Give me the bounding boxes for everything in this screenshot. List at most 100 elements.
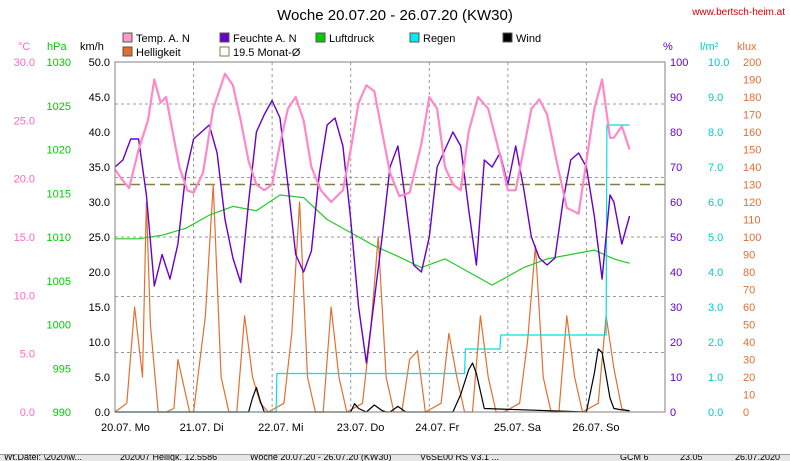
humidity-tick-label: 100 bbox=[670, 57, 688, 69]
legend-swatch bbox=[502, 32, 513, 43]
pressure-axis-unit: hPa bbox=[47, 41, 67, 53]
status-item: 202007 Helligk. 12.5586 bbox=[120, 454, 218, 461]
x-tick-label: 26.07. So bbox=[572, 422, 619, 434]
pressure-tick-label: 995 bbox=[53, 363, 71, 375]
rain-tick-label: 6.0 bbox=[708, 197, 723, 209]
series-layer bbox=[114, 72, 631, 413]
rain-tick-label: 7.0 bbox=[708, 162, 723, 174]
x-tick-label: 25.07. Sa bbox=[494, 422, 542, 434]
legend: Temp. A. N Feuchte A. N Luftdruck Regen Wind… bbox=[122, 32, 541, 59]
chart-title: Woche 20.07.20 - 26.07.20 (KW30) bbox=[277, 7, 513, 24]
series-line bbox=[114, 99, 631, 364]
temp-tick-label: 0.0 bbox=[20, 407, 35, 419]
legend-swatch bbox=[315, 32, 326, 43]
light-tick-label: 50 bbox=[743, 320, 755, 332]
series-line bbox=[114, 183, 630, 413]
light-tick-label: 100 bbox=[743, 232, 761, 244]
series-line bbox=[115, 194, 630, 286]
x-tick-label: 22.07. Mi bbox=[258, 422, 303, 434]
temp-tick-label: 10.0 bbox=[14, 290, 35, 302]
light-tick-label: 80 bbox=[743, 267, 755, 279]
rain-tick-label: 5.0 bbox=[708, 232, 723, 244]
humidity-tick-label: 40 bbox=[670, 267, 682, 279]
pressure-tick-label: 1015 bbox=[47, 188, 71, 200]
light-tick-label: 60 bbox=[743, 302, 755, 314]
pressure-tick-label: 1000 bbox=[47, 320, 71, 332]
series-feuchte-a-n bbox=[114, 99, 631, 364]
temp-axis-unit: °C bbox=[18, 41, 30, 53]
light-tick-label: 170 bbox=[743, 110, 761, 122]
legend-swatch bbox=[122, 32, 133, 43]
series-regen bbox=[115, 124, 630, 413]
series-wind bbox=[115, 348, 630, 413]
wind-tick-label: 0.0 bbox=[95, 407, 110, 419]
legend-label: 19.5 Monat-Ø bbox=[233, 47, 301, 59]
pressure-tick-label: 1020 bbox=[47, 145, 71, 157]
light-axis-unit: klux bbox=[737, 41, 757, 53]
light-tick-label: 30 bbox=[743, 355, 755, 367]
legend-swatch bbox=[219, 46, 230, 57]
wind-axis-unit: km/h bbox=[80, 41, 104, 53]
humidity-tick-label: 90 bbox=[670, 92, 682, 104]
series-line bbox=[114, 72, 631, 215]
status-item: 23.05 bbox=[680, 454, 703, 461]
rain-tick-label: 10.0 bbox=[708, 57, 729, 69]
wind-tick-label: 10.0 bbox=[89, 337, 110, 349]
pressure-tick-label: 1010 bbox=[47, 232, 71, 244]
x-tick-label: 23.07. Do bbox=[337, 422, 385, 434]
status-bar: Wt.Datei: \2020\w... 202007 Helligk. 12.5… bbox=[0, 454, 790, 461]
wind-tick-label: 20.0 bbox=[89, 267, 110, 279]
rain-tick-label: 1.0 bbox=[708, 372, 723, 384]
rain-tick-label: 9.0 bbox=[708, 92, 723, 104]
x-tick-label: 24.07. Fr bbox=[415, 422, 459, 434]
light-tick-label: 20 bbox=[743, 372, 755, 384]
series-helligkeit bbox=[114, 183, 630, 413]
light-tick-label: 120 bbox=[743, 197, 761, 209]
light-tick-label: 0 bbox=[743, 407, 749, 419]
humidity-tick-label: 0 bbox=[670, 407, 676, 419]
legend-swatch bbox=[122, 46, 133, 57]
status-item: Wt.Datei: \2020\w... bbox=[4, 454, 83, 461]
x-axis: 20.07. Mo 21.07. Di 22.07. Mi 23.07. Do 24.0… bbox=[101, 422, 620, 434]
status-item: 26.07.2020 bbox=[735, 454, 781, 461]
rain-tick-label: 0.0 bbox=[708, 407, 723, 419]
rain-axis-unit: l/m² bbox=[700, 41, 719, 53]
legend-label: Wind bbox=[516, 33, 541, 45]
humidity-tick-label: 30 bbox=[670, 302, 682, 314]
light-tick-label: 180 bbox=[743, 92, 761, 104]
series-line bbox=[115, 348, 630, 413]
light-tick-label: 200 bbox=[743, 57, 761, 69]
legend-swatch bbox=[409, 32, 420, 43]
pressure-tick-label: 1005 bbox=[47, 276, 71, 288]
wind-tick-label: 25.0 bbox=[89, 232, 110, 244]
legend-swatch bbox=[219, 32, 230, 43]
x-tick-label: 21.07. Di bbox=[180, 422, 224, 434]
site-url[interactable]: www.bertsch-heim.at bbox=[691, 7, 785, 18]
legend-label: Luftdruck bbox=[329, 33, 375, 45]
humidity-tick-label: 10 bbox=[670, 372, 682, 384]
humidity-tick-label: 80 bbox=[670, 127, 682, 139]
temp-tick-label: 20.0 bbox=[14, 174, 35, 186]
light-tick-label: 160 bbox=[743, 127, 761, 139]
legend-label: Regen bbox=[423, 33, 455, 45]
legend-label: Feuchte A. N bbox=[233, 33, 297, 45]
rain-tick-label: 3.0 bbox=[708, 302, 723, 314]
humidity-tick-label: 60 bbox=[670, 197, 682, 209]
wind-tick-label: 35.0 bbox=[89, 162, 110, 174]
light-tick-label: 70 bbox=[743, 285, 755, 297]
light-tick-label: 10 bbox=[743, 390, 755, 402]
wind-tick-label: 15.0 bbox=[89, 302, 110, 314]
humidity-tick-label: 50 bbox=[670, 232, 682, 244]
status-item: GCM 6 bbox=[620, 454, 649, 461]
wind-tick-label: 5.0 bbox=[95, 372, 110, 384]
humidity-axis-unit: % bbox=[663, 41, 673, 53]
axes-layer: °C30.025.020.015.010.05.00.0hPa103010251… bbox=[14, 41, 762, 419]
series-line bbox=[115, 124, 630, 413]
wind-tick-label: 30.0 bbox=[89, 197, 110, 209]
x-tick-label: 20.07. Mo bbox=[101, 422, 150, 434]
legend-label: Temp. A. N bbox=[136, 33, 190, 45]
rain-tick-label: 4.0 bbox=[708, 267, 723, 279]
temp-tick-label: 25.0 bbox=[14, 115, 35, 127]
light-tick-label: 110 bbox=[743, 215, 761, 227]
series-temp-a-n bbox=[114, 72, 631, 215]
